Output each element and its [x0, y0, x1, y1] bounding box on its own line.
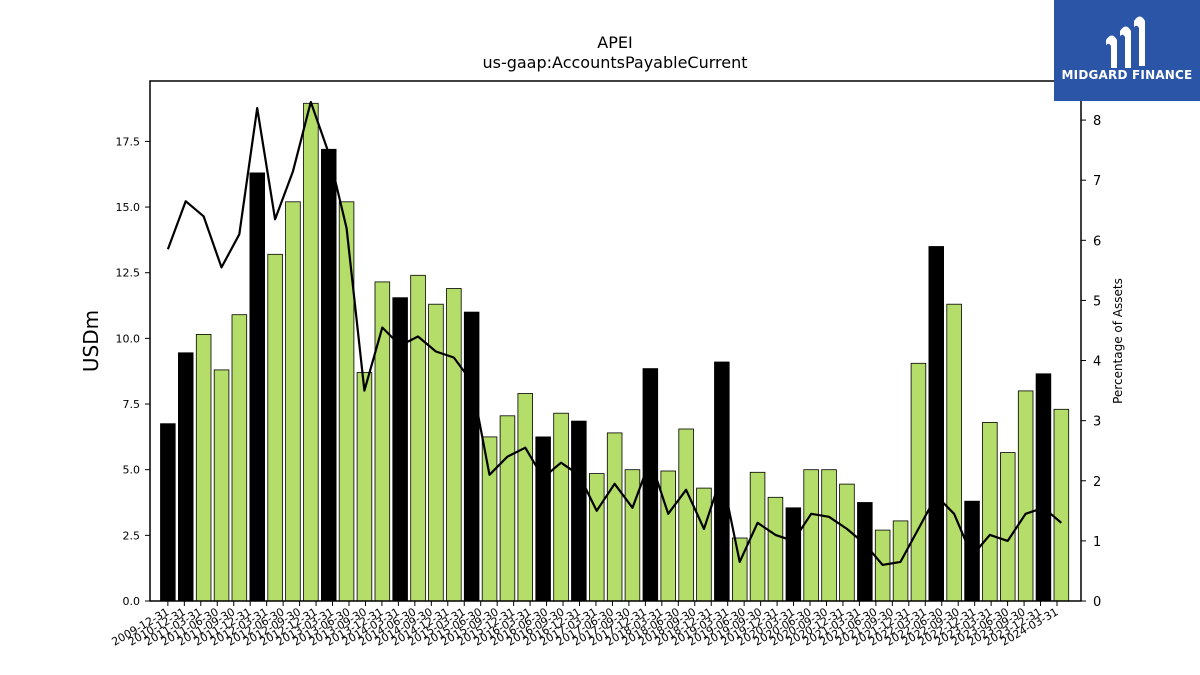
logo-mark-icon	[1106, 16, 1145, 68]
bar-2014-09-30	[446, 288, 462, 602]
chart-subtitle: us-gaap:AccountsPayableCurrent	[482, 53, 747, 72]
chart-title: APEI	[597, 33, 632, 52]
pct-assets-line	[166, 100, 1063, 567]
bar-2019-03-31	[767, 496, 784, 602]
y2-tick-label: 6	[1093, 234, 1101, 249]
bar-2019-12-31	[821, 469, 837, 602]
bar-2022-06-30	[1000, 452, 1016, 602]
y2-tick-label: 2	[1093, 475, 1101, 490]
bar-2022-09-30	[1017, 390, 1034, 602]
brand-logo: MIDGARD FINANCE	[1054, 0, 1200, 101]
y-tick-label: 15.0	[116, 201, 141, 214]
y-tick-label: 17.5	[116, 135, 141, 148]
line-layer	[166, 100, 1063, 567]
y2-tick-label: 5	[1093, 294, 1101, 309]
y-tick-label: 7.5	[123, 398, 141, 411]
bar-2012-03-31	[267, 253, 283, 602]
bars-layer	[160, 102, 1070, 602]
y-tick-label: 5.0	[123, 464, 141, 477]
bar-2022-12-31	[1035, 373, 1052, 602]
bar-2017-12-31	[678, 428, 694, 602]
bar-2017-09-30	[660, 470, 677, 602]
x-axis: 2009-12-312010-12-312011-03-312011-06-30…	[109, 601, 1061, 649]
bar-2012-12-31	[320, 148, 337, 602]
bar-2015-09-30	[517, 393, 534, 602]
bar-2018-03-31	[696, 487, 712, 602]
bar-2019-06-30	[785, 507, 802, 602]
bar-2020-03-31	[839, 483, 855, 602]
y-tick-label: 12.5	[116, 267, 141, 280]
y-axis-label: USDm	[79, 310, 103, 372]
logo-text: MIDGARD FINANCE	[1061, 68, 1193, 82]
bar-2013-03-31	[338, 201, 355, 602]
bar-2015-03-31	[481, 436, 498, 602]
y2-tick-label: 1	[1093, 535, 1101, 550]
bar-2011-09-30	[231, 314, 248, 602]
bar-2016-09-30	[589, 473, 605, 602]
bar-2014-03-31	[410, 274, 426, 602]
bar-2015-12-31	[535, 436, 551, 602]
bar-2018-06-30	[714, 361, 730, 602]
y-tick-label: 10.0	[116, 332, 141, 345]
bar-2016-03-31	[553, 412, 569, 602]
y2-tick-label: 0	[1093, 595, 1101, 610]
bar-2016-06-30	[571, 420, 587, 602]
y2-tick-label: 3	[1093, 415, 1101, 430]
bar-2017-06-30	[642, 368, 659, 602]
y2-tick-label: 4	[1093, 355, 1101, 370]
bar-2020-06-30	[857, 502, 873, 602]
bar-2019-09-30	[803, 469, 819, 602]
y-tick-label: 0.0	[123, 595, 141, 608]
bar-2015-06-30	[499, 415, 516, 602]
bar-2021-09-30	[946, 303, 962, 602]
bar-2022-03-31	[982, 421, 998, 602]
y-tick-label: 2.5	[123, 529, 141, 542]
bar-2018-09-30	[732, 537, 748, 602]
y2-tick-label: 7	[1093, 174, 1101, 189]
bar-2021-03-31	[910, 362, 927, 602]
bar-2011-06-30	[213, 369, 230, 602]
bar-2017-03-31	[624, 469, 641, 602]
y2-axis: 0 1 2 3 4 5 6 7 8	[1081, 114, 1101, 610]
bar-2011-03-31	[195, 333, 212, 602]
bar-2013-06-30	[356, 372, 373, 602]
plot-frame	[149, 80, 1082, 602]
y2-axis-label: Percentage of Assets	[1111, 278, 1125, 404]
y-axis: 0.0 2.5 5.0 7.5 10.0 12.5 15.0 17.5	[116, 135, 150, 608]
bar-2010-12-31	[177, 352, 194, 602]
bar-2011-12-31	[249, 172, 265, 602]
bar-2009-12-31	[160, 423, 176, 602]
bar-2014-06-30	[428, 303, 444, 602]
bar-2023-03-31	[1053, 408, 1070, 602]
bar-2012-06-30	[285, 201, 301, 602]
bar-2014-12-31	[463, 311, 480, 602]
bar-2012-09-30	[303, 102, 319, 602]
y2-tick-label: 8	[1093, 114, 1101, 129]
bar-2016-12-31	[606, 432, 623, 602]
bar-2021-06-30	[928, 246, 945, 602]
